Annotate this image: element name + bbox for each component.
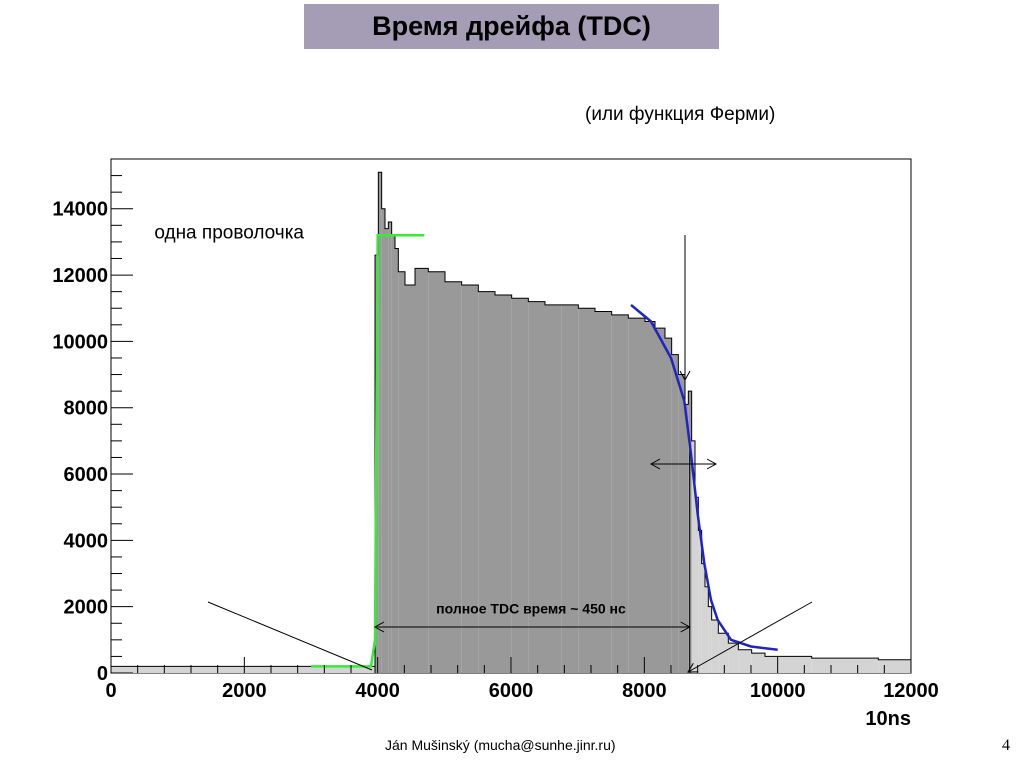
axes: 0 2000 4000 6000 8000 10000 12000 14000 0 2000 400… (52, 158, 939, 730)
histogram-bin (811, 658, 845, 673)
y-tick-label: 12000 (52, 265, 108, 287)
baseline-fill (111, 666, 375, 673)
histogram-bin (778, 656, 812, 673)
trailing-edge-fit (630, 303, 778, 652)
x-tick-label: 2000 (222, 680, 267, 702)
annotation-full-tdc-time: полное TDC время ~ 450 нс (436, 600, 626, 616)
histogram-bin (388, 222, 392, 673)
histogram-bin (671, 354, 679, 673)
histogram-outline (374, 171, 912, 673)
y-tick-label: 8000 (64, 398, 109, 420)
x-tick-label: 12000 (883, 680, 939, 702)
slide-title: Время дрейфа (TDC) (372, 11, 651, 41)
title-box: Время дрейфа (TDC) (304, 4, 719, 49)
x-tick-label: 6000 (489, 680, 534, 702)
histogram-bin (378, 172, 382, 673)
arrow-head (680, 621, 691, 633)
histogram-bin (545, 304, 562, 673)
page-number: 4 (1002, 737, 1010, 754)
x-tick-label: 8000 (622, 680, 667, 702)
x-tick-label: 10000 (750, 680, 806, 702)
leading-edge-pointer (207, 601, 373, 671)
histogram-bin (405, 285, 415, 673)
y-tick-label: 0 (97, 663, 108, 685)
y-tick-label: 2000 (64, 597, 109, 619)
y-tick-label: 14000 (52, 199, 108, 221)
histogram-bin (685, 404, 689, 673)
x-tick-label: 4000 (355, 680, 400, 702)
histogram-bin (655, 328, 665, 673)
histogram-bin (495, 294, 512, 673)
trailing-edge-pointer (687, 601, 813, 673)
histogram-bin (765, 656, 779, 673)
histogram-bin (395, 248, 399, 674)
histogram-bin (691, 440, 695, 673)
fermi-function-note: (или функция Ферми) (585, 104, 776, 125)
histogram-bin (385, 228, 389, 673)
footer-author: Ján Mušinský (mucha@sunhe.jinr.ru) (385, 737, 616, 753)
histogram-bin (478, 291, 495, 673)
histogram-bin (738, 649, 752, 673)
histogram-bin (645, 321, 655, 673)
histogram-bin (878, 659, 911, 673)
histogram-bin (705, 586, 709, 673)
histogram-bin (701, 563, 705, 673)
histogram-bin (415, 268, 429, 673)
arrow-head (373, 621, 385, 633)
y-tick-label: 4000 (64, 530, 109, 552)
x-tick-label: 0 (105, 680, 116, 702)
histogram-bin (391, 235, 395, 673)
histogram-bin (708, 606, 712, 673)
histogram-bin (611, 314, 629, 673)
histogram-bin (751, 653, 765, 673)
histogram-bin (461, 285, 479, 673)
histogram-bin (578, 308, 595, 673)
histogram-bin (511, 298, 529, 673)
arrow-head (706, 458, 718, 470)
histogram-bin (595, 311, 612, 673)
annotations: одна проволочка полное TDC время ~ 450 нс (154, 223, 813, 673)
arrow-head (679, 370, 691, 382)
histogram-bin (561, 304, 579, 673)
histogram-bin (845, 658, 879, 673)
histogram-bin (728, 643, 739, 673)
histogram-bin (628, 318, 645, 673)
histogram-bin (665, 338, 672, 673)
y-tick-label: 10000 (52, 331, 108, 353)
arrow-head (687, 662, 699, 673)
x-axis-label: 10ns (865, 708, 911, 730)
histogram-bin (528, 301, 545, 673)
histogram-bin (445, 281, 462, 673)
histogram-bin (398, 271, 405, 673)
histogram-bin (381, 208, 385, 673)
histogram-bin (428, 271, 445, 673)
annotation-one-wire: одна проволочка (154, 223, 304, 244)
y-tick-label: 6000 (64, 464, 109, 486)
histogram-bin (678, 374, 685, 673)
histogram-bin (695, 497, 699, 673)
histogram-bin (698, 530, 702, 673)
histogram-bin (711, 619, 719, 673)
histogram-bin (718, 633, 729, 673)
arrow-head (649, 458, 661, 470)
